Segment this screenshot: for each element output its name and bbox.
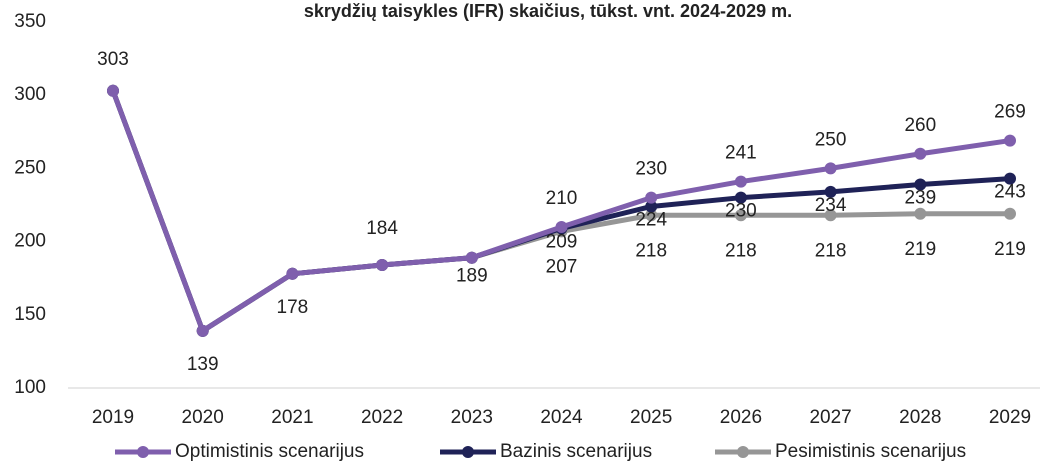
y-tick-label: 150 [14, 304, 46, 325]
x-tick-label: 2020 [182, 407, 224, 428]
data-label: 241 [725, 143, 757, 164]
data-label: 219 [904, 239, 936, 260]
chart-title: skrydžių taisykles (IFR) skaičius, tūkst… [304, 1, 792, 21]
y-tick-label: 350 [14, 11, 46, 32]
y-tick-label: 250 [14, 157, 46, 178]
legend-label: Optimistinis scenarijus [175, 441, 364, 462]
data-point [645, 200, 658, 213]
data-point [734, 175, 747, 188]
data-point [1004, 172, 1016, 185]
data-point [914, 178, 927, 191]
data-label: 224 [635, 209, 667, 230]
y-tick-label: 100 [14, 377, 46, 398]
y-tick-label: 300 [14, 84, 46, 105]
data-point [824, 162, 837, 175]
series-line [110, 89, 1011, 334]
data-point [286, 267, 299, 280]
data-point [734, 209, 747, 222]
legend-label: Bazinis scenarijus [500, 441, 652, 462]
legend-marker [462, 446, 474, 458]
data-label: 139 [187, 354, 219, 375]
x-tick-label: 2027 [809, 407, 851, 428]
data-point [196, 324, 209, 337]
legend-label: Pesimistinis scenarijus [775, 441, 966, 462]
data-point [914, 207, 927, 220]
data-label: 230 [635, 159, 667, 180]
x-tick-label: 2023 [451, 407, 493, 428]
x-tick-label: 2021 [271, 407, 313, 428]
legend-marker [737, 446, 749, 458]
x-tick-label: 2026 [720, 407, 762, 428]
x-tick-label: 2025 [630, 407, 672, 428]
data-point [107, 84, 119, 97]
data-label: 218 [815, 240, 847, 261]
series-line [110, 89, 1010, 334]
x-tick-label: 2029 [989, 407, 1031, 428]
x-tick-label: 2022 [361, 407, 403, 428]
x-tick-label: 2024 [540, 407, 583, 428]
data-label: 218 [635, 240, 667, 261]
series-line [110, 89, 1011, 334]
data-label: 234 [815, 195, 847, 216]
data-label: 189 [456, 266, 488, 287]
x-tick-label: 2028 [899, 407, 941, 428]
data-label: 219 [994, 239, 1026, 260]
data-label: 260 [904, 115, 936, 136]
data-label: 218 [725, 240, 757, 261]
data-point [376, 259, 389, 272]
data-label: 230 [725, 201, 757, 222]
data-label: 209 [546, 231, 578, 252]
data-label: 243 [994, 182, 1026, 203]
data-label: 250 [815, 129, 847, 150]
data-point [734, 191, 747, 204]
y-tick-label: 200 [14, 231, 46, 252]
data-label: 269 [994, 102, 1026, 123]
data-point [555, 220, 568, 233]
data-label: 178 [277, 297, 309, 318]
data-point [914, 147, 927, 160]
data-label: 303 [97, 49, 129, 70]
data-point [1004, 134, 1016, 147]
data-label: 207 [546, 256, 578, 277]
data-point [645, 209, 658, 222]
data-point [1004, 207, 1016, 220]
data-point [645, 191, 658, 204]
data-point [824, 185, 837, 198]
legend-marker [137, 446, 149, 458]
data-label: 210 [546, 188, 578, 209]
data-point [465, 251, 478, 264]
data-label: 184 [366, 218, 398, 239]
data-point [824, 209, 837, 222]
x-tick-label: 2019 [92, 407, 134, 428]
data-label: 239 [904, 188, 936, 209]
